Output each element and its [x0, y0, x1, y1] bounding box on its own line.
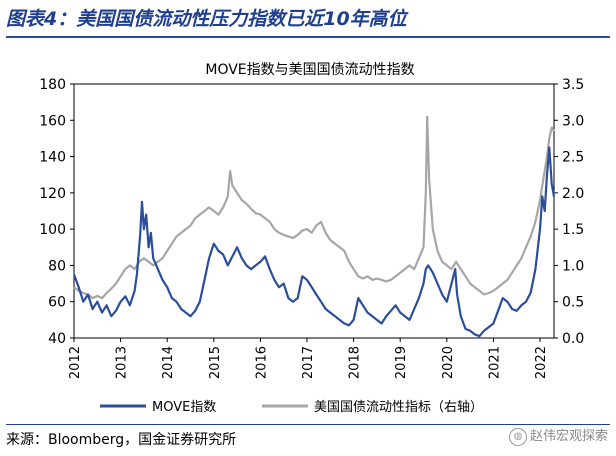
- series-lines: [72, 115, 556, 338]
- x-tick-label: 2018: [348, 346, 363, 379]
- x-tick-label: 2013: [115, 346, 130, 379]
- x-tick-label: 2022: [534, 346, 549, 379]
- move-liquidity-chart: MOVE指数与美国国债流动性指数 40 60 80 100 120 140 160 180 0.…: [39, 62, 584, 415]
- x-tick-label: 2021: [487, 346, 502, 379]
- right-tick-label: 1.0: [562, 258, 584, 274]
- left-tick-label: 80: [48, 258, 66, 274]
- legend-move-label: MOVE指数: [152, 400, 216, 415]
- axes: 40 60 80 100 120 140 160 180 0.0 0.5 1.0 1.5 2.0 2.5 3…: [39, 77, 584, 379]
- x-tick-label: 2017: [301, 346, 316, 379]
- x-tick-label: 2016: [254, 346, 269, 379]
- right-tick-label: 3.0: [562, 113, 584, 129]
- watermark-text: 赵伟宏观探索: [529, 429, 608, 444]
- right-tick-label: 0.5: [562, 295, 584, 311]
- legend-liquidity-label: 美国国债流动性指标（右轴）: [314, 400, 483, 415]
- right-tick-label: 2.5: [562, 150, 584, 166]
- x-tick-label: 2012: [68, 346, 83, 379]
- left-tick-label: 160: [39, 113, 66, 129]
- legend: MOVE指数 美国国债流动性指标（右轴）: [100, 400, 483, 415]
- left-tick-label: 120: [39, 186, 66, 202]
- left-tick-label: 180: [39, 77, 66, 93]
- wechat-icon: ◍: [508, 427, 527, 446]
- left-tick-label: 100: [39, 222, 66, 238]
- right-tick-label: 1.5: [562, 222, 584, 238]
- series-move-index: [72, 146, 556, 338]
- x-tick-label: 2014: [161, 346, 176, 379]
- plot-frame: [73, 83, 555, 339]
- x-tick-label: 2019: [394, 346, 409, 379]
- left-tick-label: 40: [48, 331, 66, 347]
- right-tick-label: 3.5: [562, 77, 584, 93]
- series-liquidity-index: [73, 115, 555, 300]
- right-tick-label: 0.0: [562, 331, 584, 347]
- source-rule: [6, 424, 610, 425]
- source-note: 来源：Bloomberg，国金证券研究所: [6, 432, 237, 448]
- chart-title: MOVE指数与美国国债流动性指数: [205, 62, 414, 78]
- x-tick-label: 2015: [208, 346, 223, 379]
- title-rule: [6, 36, 610, 38]
- figure-title: 图表4：美国国债流动性压力指数已近10年高位: [6, 8, 407, 30]
- watermark: ◍ 赵伟宏观探索: [508, 426, 608, 448]
- left-tick-label: 140: [39, 150, 66, 166]
- x-tick-label: 2020: [441, 346, 456, 379]
- right-tick-label: 2.0: [562, 186, 584, 202]
- left-tick-label: 60: [48, 295, 66, 311]
